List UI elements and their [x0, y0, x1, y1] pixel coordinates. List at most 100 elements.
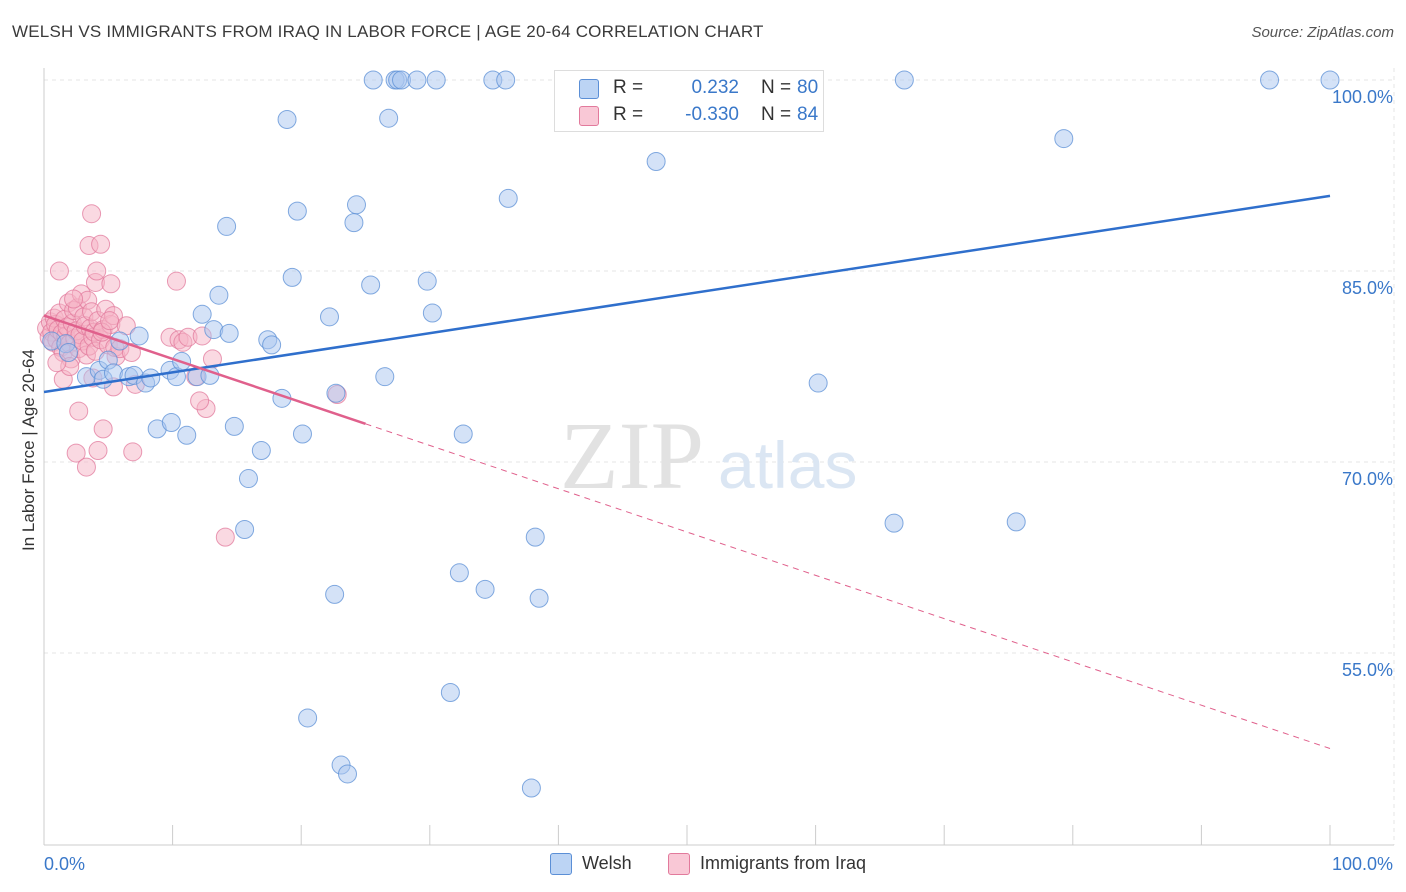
y-tick-label: 70.0%: [1342, 469, 1393, 489]
welsh-point: [884, 513, 904, 533]
y-tick-label: 55.0%: [1342, 660, 1393, 680]
iraq-point: [82, 204, 102, 224]
welsh-point: [453, 424, 473, 444]
welsh-point: [363, 70, 383, 90]
chart-title: WELSH VS IMMIGRANTS FROM IRAQ IN LABOR F…: [12, 22, 764, 41]
iraq-point: [49, 261, 69, 281]
iraq-point: [64, 289, 84, 309]
welsh-point: [449, 563, 469, 583]
iraq-point: [87, 261, 107, 281]
welsh-point: [262, 335, 282, 355]
welsh-point: [646, 151, 666, 171]
welsh-points: [42, 70, 1340, 798]
welsh-point: [217, 216, 237, 236]
welsh-point: [141, 368, 161, 388]
legend-n-value: 84: [797, 104, 819, 125]
iraq-point: [215, 527, 235, 547]
legend-n-value: 80: [797, 77, 819, 98]
welsh-point: [326, 383, 346, 403]
welsh-point: [224, 416, 244, 436]
welsh-point: [346, 195, 366, 215]
welsh-trend-line: [43, 194, 1331, 394]
axis-layer: [43, 68, 1394, 846]
y-axis-label-svg: In Labor Force | Age 20-64: [19, 350, 38, 550]
welsh-point: [319, 307, 339, 327]
iraq-point: [190, 391, 210, 411]
welsh-point: [894, 70, 914, 90]
iraq-point: [69, 401, 89, 421]
y-tick-label: 85.0%: [1342, 278, 1393, 298]
welsh-point: [292, 424, 312, 444]
welsh-point: [475, 579, 495, 599]
welsh-point: [344, 213, 364, 233]
iraq-trend-line-dashed: [365, 423, 1331, 749]
trend-lines: [43, 194, 1331, 749]
welsh-point: [277, 109, 297, 129]
welsh-point: [521, 778, 541, 798]
welsh-point: [529, 588, 549, 608]
iraq-point: [88, 441, 108, 461]
iraq-point: [121, 342, 141, 362]
welsh-point: [298, 708, 318, 728]
welsh-point: [1320, 70, 1340, 90]
iraq-point: [101, 274, 121, 294]
welsh-point: [177, 425, 197, 445]
welsh-point: [325, 584, 345, 604]
x-tick-label: 0.0%: [44, 854, 85, 874]
x-tick-label: 100.0%: [1332, 854, 1393, 874]
welsh-point: [379, 108, 399, 128]
welsh-point: [282, 267, 302, 287]
series-swatch-iraq: [668, 853, 690, 875]
stats-legend: R = 0.232 N = 80 R = -0.330 N = 84: [554, 70, 824, 132]
iraq-point: [166, 271, 186, 291]
welsh-point: [251, 441, 271, 461]
y-axis-label: In Labor Force | Age 20-64: [19, 350, 38, 550]
iraq-point: [93, 419, 113, 439]
welsh-point: [808, 373, 828, 393]
welsh-point: [219, 323, 239, 343]
welsh-point: [1054, 129, 1074, 149]
legend-n-label: N =: [761, 77, 792, 98]
welsh-point: [426, 70, 446, 90]
series-swatch-welsh: [550, 853, 572, 875]
welsh-point: [161, 413, 181, 433]
iraq-trend-line-solid: [43, 314, 366, 425]
welsh-point: [209, 285, 229, 305]
welsh-point: [407, 70, 427, 90]
welsh-point: [235, 519, 255, 539]
watermark: ZIP atlas: [560, 402, 857, 509]
watermark-atlas: atlas: [718, 428, 857, 502]
tick-labels: 100.0% 85.0% 70.0% 55.0% 0.0% 100.0%: [44, 87, 1393, 874]
welsh-point: [287, 201, 307, 221]
legend-r-value: 0.232: [691, 77, 739, 98]
welsh-point: [417, 271, 437, 291]
legend-r-value: -0.330: [685, 104, 739, 125]
series-label-welsh: Welsh: [582, 853, 632, 873]
welsh-point: [375, 367, 395, 387]
iraq-point: [66, 443, 86, 463]
legend-r-label: R =: [613, 77, 644, 98]
welsh-point: [1006, 512, 1026, 532]
welsh-point: [337, 764, 357, 784]
series-label-iraq: Immigrants from Iraq: [700, 853, 867, 873]
legend-n-label: N =: [761, 104, 792, 125]
legend-swatch-iraq: [579, 106, 599, 126]
welsh-point: [361, 275, 381, 295]
welsh-point: [498, 188, 518, 208]
y-tick-label: 100.0%: [1332, 87, 1393, 107]
iraq-point: [91, 234, 111, 254]
legend-r-label: R =: [613, 104, 644, 125]
iraq-point: [76, 457, 96, 477]
welsh-point: [238, 469, 258, 489]
legend-swatch-welsh: [579, 79, 599, 99]
welsh-point: [192, 304, 212, 324]
series-legend: Welsh Immigrants from Iraq: [0, 852, 1406, 878]
chart-source: Source: ZipAtlas.com: [1251, 24, 1394, 41]
welsh-point: [525, 527, 545, 547]
watermark-zip: ZIP: [560, 402, 704, 509]
welsh-point: [129, 326, 149, 346]
iraq-point: [123, 442, 143, 462]
welsh-point: [496, 70, 516, 90]
iraq-point: [100, 311, 120, 331]
